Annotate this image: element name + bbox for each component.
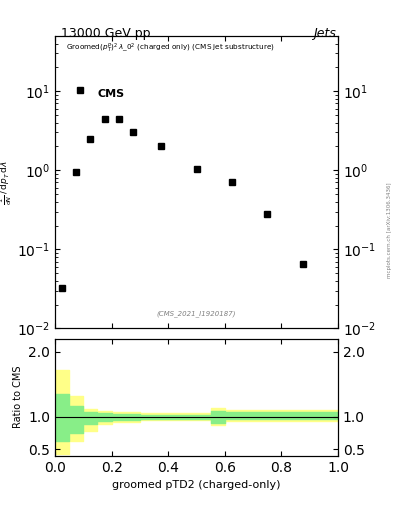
Y-axis label: $\frac{1}{\mathrm{d}N}\,/\,\mathrm{d}p_T\,\mathrm{d}\lambda$: $\frac{1}{\mathrm{d}N}\,/\,\mathrm{d}p_T… xyxy=(0,160,14,205)
Text: Groomed$(p_T^p)^2\,\lambda\_0^2$ (charged only) (CMS jet substructure): Groomed$(p_T^p)^2\,\lambda\_0^2$ (charge… xyxy=(66,41,275,55)
Text: CMS: CMS xyxy=(97,89,125,98)
Y-axis label: Ratio to CMS: Ratio to CMS xyxy=(13,366,23,429)
Text: (CMS_2021_I1920187): (CMS_2021_I1920187) xyxy=(157,310,236,317)
Text: mcplots.cern.ch [arXiv:1306.3436]: mcplots.cern.ch [arXiv:1306.3436] xyxy=(387,183,392,278)
X-axis label: groomed pTD2 (charged-only): groomed pTD2 (charged-only) xyxy=(112,480,281,490)
Text: 13000 GeV pp: 13000 GeV pp xyxy=(61,27,151,39)
Text: Jets: Jets xyxy=(313,27,336,39)
